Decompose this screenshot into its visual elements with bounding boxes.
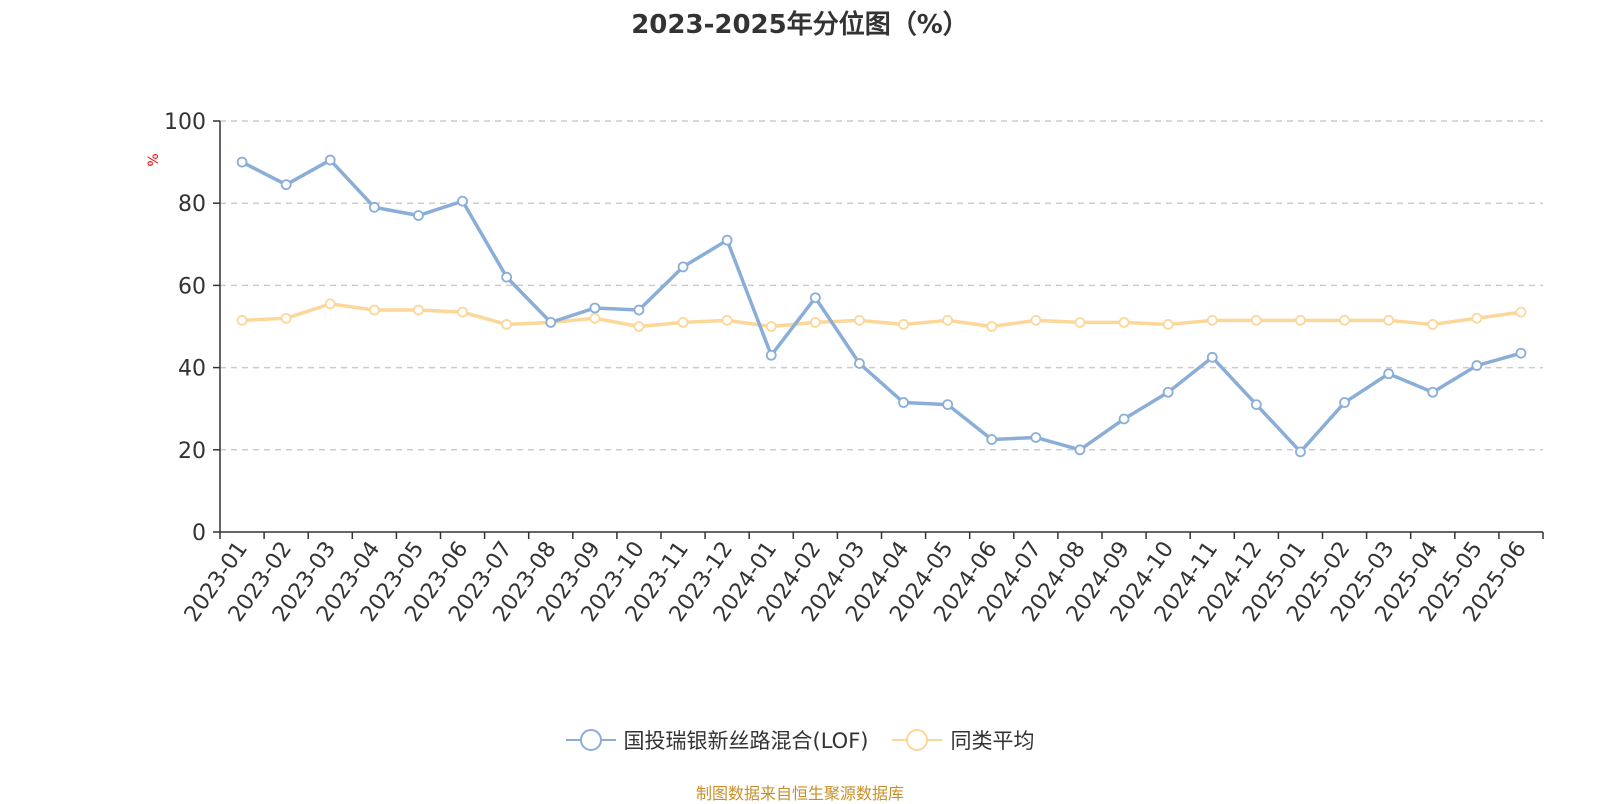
series-1-point[interactable] xyxy=(986,434,998,445)
y-tick-label: 100 xyxy=(164,110,206,135)
series-1-point[interactable] xyxy=(501,271,513,283)
series-line-1 xyxy=(240,158,1523,454)
series-1-point[interactable] xyxy=(1471,360,1483,371)
series-2-point[interactable] xyxy=(324,298,336,310)
series-2-point[interactable] xyxy=(942,314,954,326)
series-1-point[interactable] xyxy=(677,261,689,273)
legend-label-series-2: 同类平均 xyxy=(950,729,1035,753)
series-1-point[interactable] xyxy=(368,201,380,213)
legend-line-circle-icon xyxy=(892,729,943,751)
series-1-point[interactable] xyxy=(854,358,865,369)
series-2-point[interactable] xyxy=(501,319,513,330)
series-1-point[interactable] xyxy=(324,154,336,166)
series-2-point[interactable] xyxy=(854,314,865,326)
legend-item-series-2[interactable]: 同类平均 xyxy=(892,725,1034,755)
series-1-point[interactable] xyxy=(633,304,645,316)
y-tick-label: 0 xyxy=(192,521,206,546)
series-line-2 xyxy=(240,302,1523,329)
series-2-point[interactable] xyxy=(1250,314,1262,326)
series-1-point[interactable] xyxy=(1030,432,1042,443)
series-2-point[interactable] xyxy=(1074,316,1086,328)
series-2-point[interactable] xyxy=(1427,319,1439,330)
series-1-point[interactable] xyxy=(280,179,292,191)
series-2-point[interactable] xyxy=(677,316,689,328)
series-2-point[interactable] xyxy=(721,314,733,326)
series-2-point[interactable] xyxy=(1339,314,1350,326)
series-1-point[interactable] xyxy=(721,234,733,246)
legend-item-series-1[interactable]: 国投瑞银新丝路混合(LOF) xyxy=(565,725,869,755)
grid-lines xyxy=(220,120,1543,451)
series-2-point[interactable] xyxy=(1030,314,1042,326)
series-2-point[interactable] xyxy=(1471,312,1483,324)
series-2-point[interactable] xyxy=(986,321,998,332)
series-2-point[interactable] xyxy=(457,306,468,318)
series-1-point[interactable] xyxy=(589,302,601,314)
series-1-point[interactable] xyxy=(942,399,954,410)
series-2-point[interactable] xyxy=(898,319,909,330)
series-1-point[interactable] xyxy=(413,210,424,221)
series-1-point[interactable] xyxy=(1427,386,1439,398)
series-1-point[interactable] xyxy=(1206,351,1218,363)
series-2-point[interactable] xyxy=(1206,314,1218,326)
series-1-point[interactable] xyxy=(236,156,248,168)
series-2-point[interactable] xyxy=(236,314,248,326)
series-1-point[interactable] xyxy=(1295,446,1306,458)
series-1-point[interactable] xyxy=(545,316,557,328)
series-2-point[interactable] xyxy=(1162,319,1174,330)
series-1-point[interactable] xyxy=(1162,386,1174,398)
series-1-point[interactable] xyxy=(765,349,777,361)
axes: 0204060801002023-012023-022023-032023-04… xyxy=(164,110,1544,627)
series-1-point[interactable] xyxy=(1383,368,1395,380)
series-2-point[interactable] xyxy=(1295,314,1306,326)
chart-title: 2023-2025年分位图（%） xyxy=(631,10,969,40)
series-1-point[interactable] xyxy=(1515,347,1527,359)
series-1-point[interactable] xyxy=(809,292,821,304)
series-2-point[interactable] xyxy=(1383,314,1395,326)
y-tick-label: 40 xyxy=(178,357,206,382)
source-note: 制图数据来自恒生聚源数据库 xyxy=(695,784,904,803)
y-tick-label: 80 xyxy=(178,192,206,217)
series-2-point[interactable] xyxy=(1118,316,1130,328)
series-2-point[interactable] xyxy=(1515,306,1527,318)
legend: 国投瑞银新丝路混合(LOF) 同类平均 xyxy=(0,722,1600,758)
series-1-point[interactable] xyxy=(898,397,909,408)
series-1-point[interactable] xyxy=(1339,397,1350,408)
legend-line-circle-icon xyxy=(565,729,616,751)
series-1-point[interactable] xyxy=(1250,399,1262,410)
y-tick-label: 20 xyxy=(178,439,206,464)
y-tick-label: 60 xyxy=(178,274,206,299)
series-1-point[interactable] xyxy=(1074,444,1086,456)
y-axis-label: % xyxy=(146,153,162,166)
series-2-point[interactable] xyxy=(809,316,821,328)
series-1-point[interactable] xyxy=(457,195,468,207)
series-2-point[interactable] xyxy=(413,304,424,316)
series-1-point[interactable] xyxy=(1118,413,1130,425)
series-2-point[interactable] xyxy=(633,321,645,332)
series-2-point[interactable] xyxy=(368,304,380,316)
series-2-point[interactable] xyxy=(765,321,777,332)
series-2-point[interactable] xyxy=(589,312,601,324)
series xyxy=(236,154,1527,458)
legend-label-series-1: 国投瑞银新丝路混合(LOF) xyxy=(623,729,869,753)
series-2-point[interactable] xyxy=(280,312,292,324)
